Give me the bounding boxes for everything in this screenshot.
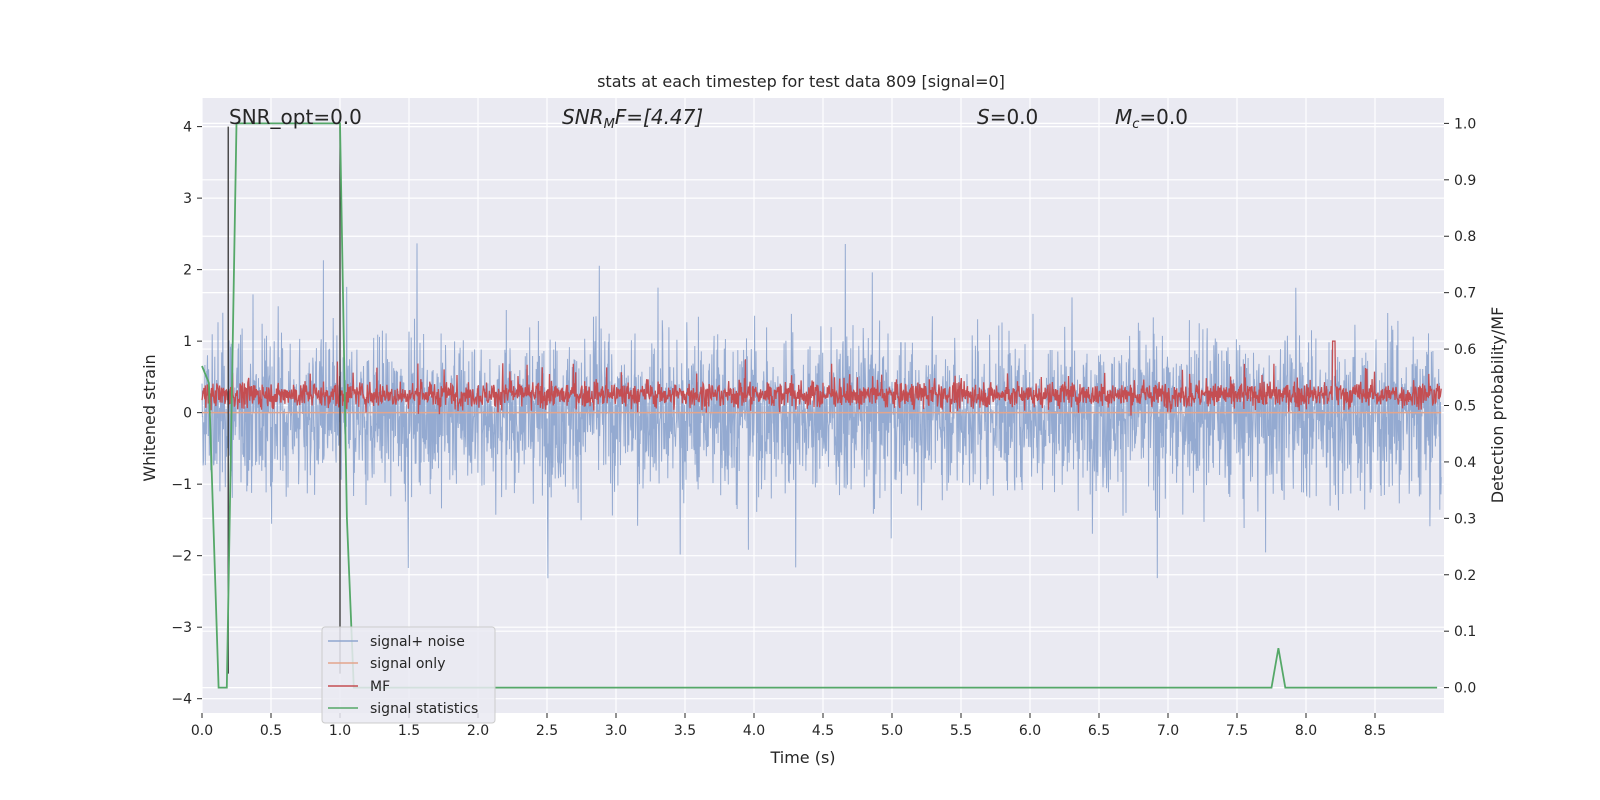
x-tick-label: 7.0 bbox=[1157, 723, 1179, 739]
annotation-snr-mf-rest: F=[4.47] bbox=[615, 105, 703, 129]
x-tick-label: 8.0 bbox=[1295, 723, 1317, 739]
x-axis-label: Time (s) bbox=[769, 748, 835, 767]
annotation-snr-mf-main: SNR bbox=[562, 105, 604, 129]
series-mf bbox=[201, 340, 1442, 416]
y2-tick-label: 0.9 bbox=[1454, 173, 1476, 189]
x-tick-label: 0.5 bbox=[260, 723, 282, 739]
x-tick-label: 2.5 bbox=[536, 723, 558, 739]
x-tick-label: 6.0 bbox=[1019, 723, 1041, 739]
x-tick-label: 4.0 bbox=[743, 723, 765, 739]
y-tick-label: 4 bbox=[183, 120, 192, 136]
legend-item-mf: MF bbox=[328, 679, 390, 695]
y2-tick-label: 1.0 bbox=[1454, 116, 1476, 132]
axes: 0.0 0.5 1.0 1.5 2.0 2.5 3.0 3.5 4.0 4.5 5.0 5.5 6.0 6… bbox=[171, 116, 1476, 739]
y2-tick-label: 0.1 bbox=[1454, 624, 1476, 640]
y2-tick-label: 0.4 bbox=[1454, 455, 1476, 471]
annotation-s: S=0.0 bbox=[977, 105, 1038, 129]
y-tick-label: 1 bbox=[183, 334, 192, 350]
y-tick-label: 0 bbox=[183, 406, 192, 422]
legend-item-signal-statistics: signal statistics bbox=[328, 701, 478, 717]
legend-box bbox=[321, 626, 496, 724]
series-layer bbox=[201, 122, 1442, 689]
x-tick-label: 4.5 bbox=[812, 723, 834, 739]
y-tick-label: 2 bbox=[183, 263, 192, 279]
annotations: SNR_opt=0.0 SNRMF=[4.47] S=0.0 Mc=0.0 bbox=[229, 105, 1188, 132]
legend-label-signal-statistics: signal statistics bbox=[370, 701, 478, 717]
x-tick-label: 0.0 bbox=[191, 723, 213, 739]
x-tick-label: 8.5 bbox=[1364, 723, 1386, 739]
legend-label-signal-only: signal only bbox=[370, 656, 445, 672]
y-tick-label: −1 bbox=[171, 477, 192, 493]
x-tick-label: 1.0 bbox=[329, 723, 351, 739]
y2-tick-label: 0.2 bbox=[1454, 568, 1476, 584]
x-tick-label: 7.5 bbox=[1226, 723, 1248, 739]
x-tick-label: 1.5 bbox=[398, 723, 420, 739]
annotation-mc-sub: c bbox=[1132, 117, 1139, 132]
annotation-mc: Mc=0.0 bbox=[1115, 105, 1188, 132]
y2-tick-label: 0.5 bbox=[1454, 399, 1476, 415]
y2-tick-label: 0.7 bbox=[1454, 286, 1476, 302]
annotation-s-main: S bbox=[977, 105, 990, 129]
legend: signal+ noise signal only MF signal stat… bbox=[321, 626, 496, 724]
y2-tick-label: 0.6 bbox=[1454, 342, 1476, 358]
y-tick-label: −2 bbox=[171, 549, 192, 565]
legend-item-signal-only: signal only bbox=[328, 656, 445, 672]
y2-axis-label: Detection probability/MF bbox=[1488, 307, 1507, 504]
y2-tick-label: 0.3 bbox=[1454, 511, 1476, 527]
x-tick-label: 6.5 bbox=[1088, 723, 1110, 739]
y-tick-label: −3 bbox=[171, 620, 192, 636]
annotation-snr-opt: SNR_opt=0.0 bbox=[229, 105, 362, 129]
series-signal-statistics bbox=[201, 122, 1438, 689]
annotation-s-rest: =0.0 bbox=[990, 105, 1039, 129]
annotation-snr-mf-sub: M bbox=[604, 117, 615, 132]
y-axis-label: Whitened strain bbox=[140, 354, 159, 481]
y2-tick-label: 0.8 bbox=[1454, 229, 1476, 245]
x-tick-label: 2.0 bbox=[467, 723, 489, 739]
legend-label-signal-noise: signal+ noise bbox=[370, 634, 465, 650]
legend-item-signal-noise: signal+ noise bbox=[328, 634, 465, 650]
x-tick-label: 5.5 bbox=[950, 723, 972, 739]
annotation-snr-mf: SNRMF=[4.47] bbox=[562, 105, 703, 132]
x-tick-label: 3.0 bbox=[605, 723, 627, 739]
y-tick-label: −4 bbox=[171, 692, 192, 708]
x-tick-label: 3.5 bbox=[674, 723, 696, 739]
legend-label-mf: MF bbox=[370, 679, 390, 695]
y2-tick-label: 0.0 bbox=[1454, 681, 1476, 697]
y-tick-label: 3 bbox=[183, 191, 192, 207]
chart-title: stats at each timestep for test data 809… bbox=[597, 72, 1005, 91]
annotation-mc-rest: =0.0 bbox=[1139, 105, 1188, 129]
x-tick-label: 5.0 bbox=[881, 723, 903, 739]
annotation-mc-main: M bbox=[1115, 105, 1132, 129]
